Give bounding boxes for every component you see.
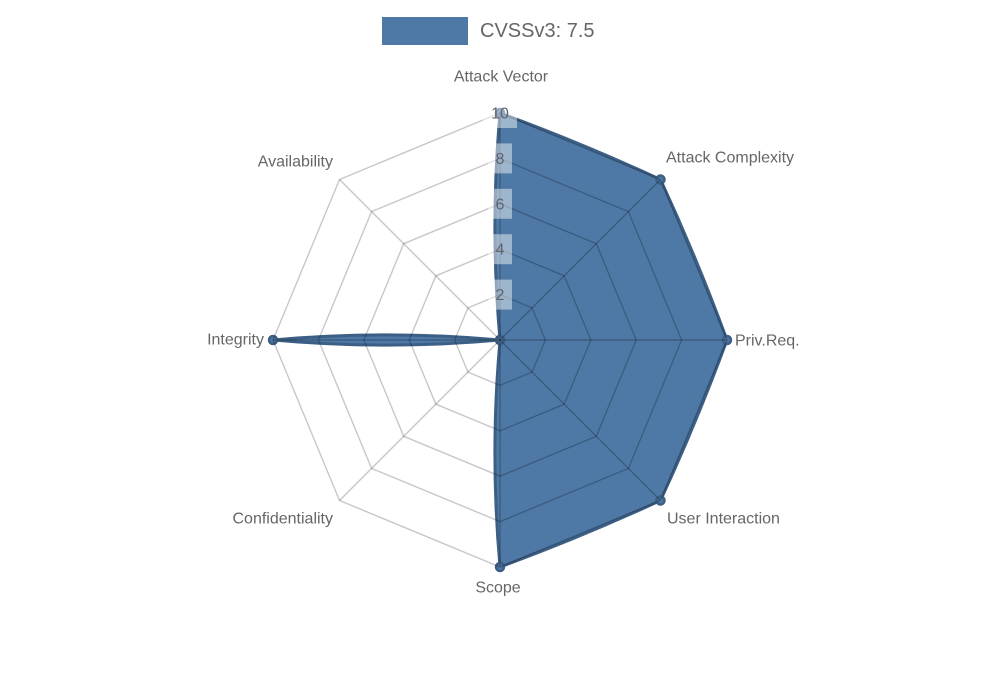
tick-backdrop-2 bbox=[488, 279, 512, 310]
data-point-6 bbox=[267, 334, 279, 346]
axis-label-scope: Scope bbox=[475, 580, 520, 597]
grid-ring-8 bbox=[317, 157, 683, 523]
tick-label-4: 4 bbox=[496, 242, 505, 259]
legend-swatch bbox=[382, 17, 468, 45]
tick-label-2: 2 bbox=[496, 287, 505, 304]
legend-item[interactable]: CVSSv3: 7.5 bbox=[382, 17, 595, 45]
data-point-2 bbox=[721, 334, 733, 346]
tick-backdrop-4 bbox=[488, 234, 512, 265]
legend-label: CVSSv3: 7.5 bbox=[480, 20, 595, 42]
axis-label-availability: Availability bbox=[258, 154, 333, 171]
axis-spoke-1 bbox=[499, 179, 661, 341]
data-point-3 bbox=[655, 495, 666, 506]
axis-label-attack-vector: Attack Vector bbox=[454, 69, 549, 86]
axis-label-user-interaction: User Interaction bbox=[667, 511, 780, 528]
grid-ring-10 bbox=[272, 112, 728, 568]
data-point-4 bbox=[494, 561, 506, 573]
tick-backdrop-8 bbox=[488, 143, 512, 174]
tick-label-6: 6 bbox=[496, 196, 505, 213]
data-point-7 bbox=[494, 334, 506, 346]
tick-backdrop-6 bbox=[488, 188, 512, 219]
grid-ring-2 bbox=[453, 293, 547, 387]
axis-label-integrity: Integrity bbox=[207, 332, 264, 349]
grid-ring-6 bbox=[363, 203, 637, 477]
axis-label-attack-complexity: Attack Complexity bbox=[666, 150, 794, 167]
tick-backdrop-10 bbox=[483, 98, 517, 128]
tick-label-8: 8 bbox=[496, 151, 505, 168]
grid-ring-4 bbox=[408, 248, 592, 432]
data-point-1 bbox=[655, 174, 666, 185]
data-point-0 bbox=[494, 107, 506, 119]
tick-label-10: 10 bbox=[491, 106, 509, 123]
axis-spoke-5 bbox=[339, 339, 501, 501]
axis-label-priv-req: Priv.Req. bbox=[735, 333, 800, 350]
axis-label-confidentiality: Confidentiality bbox=[233, 511, 334, 528]
axis-spoke-7 bbox=[339, 179, 501, 341]
axis-spoke-3 bbox=[499, 339, 661, 501]
